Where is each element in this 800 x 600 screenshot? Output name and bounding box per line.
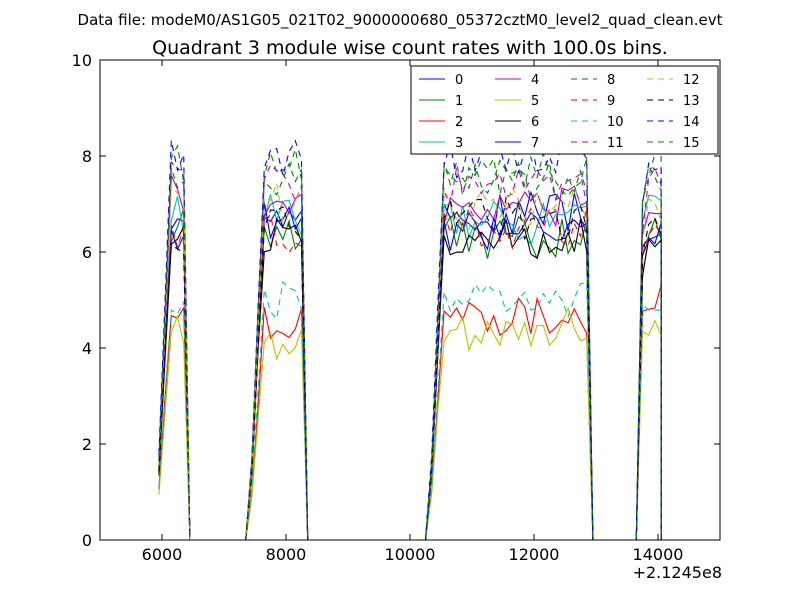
legend-label-11: 11 [607,136,624,151]
y-tick-label: 10 [72,51,92,70]
legend-box [410,65,719,155]
series-line-15 [158,159,662,541]
legend-label-15: 15 [683,136,700,151]
legend-label-4: 4 [531,73,539,88]
legend-label-12: 12 [683,73,700,88]
x-offset-label: +2.1245e8 [633,563,722,582]
x-tick-label: 14000 [633,545,684,564]
x-tick-label: 6000 [142,545,183,564]
series-line-12 [158,182,662,541]
legend-label-7: 7 [531,136,539,151]
chart-title: Quadrant 3 module wise count rates with … [152,37,668,59]
series-line-11 [158,160,662,541]
series-line-13 [158,195,662,541]
series-line-5 [158,306,662,541]
legend-label-1: 1 [455,94,463,109]
x-tick-label: 10000 [385,545,436,564]
y-tick-label: 2 [82,435,92,454]
legend-label-0: 0 [455,73,463,88]
legend-label-2: 2 [455,115,463,130]
legend-label-6: 6 [531,115,539,130]
series-line-7 [158,201,662,541]
series-line-2 [158,285,662,541]
legend-label-13: 13 [683,94,700,109]
data-file-label: Data file: modeM0/AS1G05_021T02_90000006… [78,11,723,30]
plot-frame [99,59,721,541]
legend-label-8: 8 [607,73,615,88]
legend-label-10: 10 [607,115,624,130]
legend-label-9: 9 [607,94,615,109]
series-layer [158,137,662,541]
legend-label-5: 5 [531,94,539,109]
legend-label-3: 3 [455,136,463,151]
x-tick-label: 12000 [509,545,560,564]
x-tick-label: 8000 [266,545,307,564]
legend-label-14: 14 [683,115,700,130]
y-tick-label: 0 [82,531,92,550]
y-tick-label: 4 [82,339,92,358]
y-tick-label: 6 [82,243,92,262]
y-tick-label: 8 [82,147,92,166]
